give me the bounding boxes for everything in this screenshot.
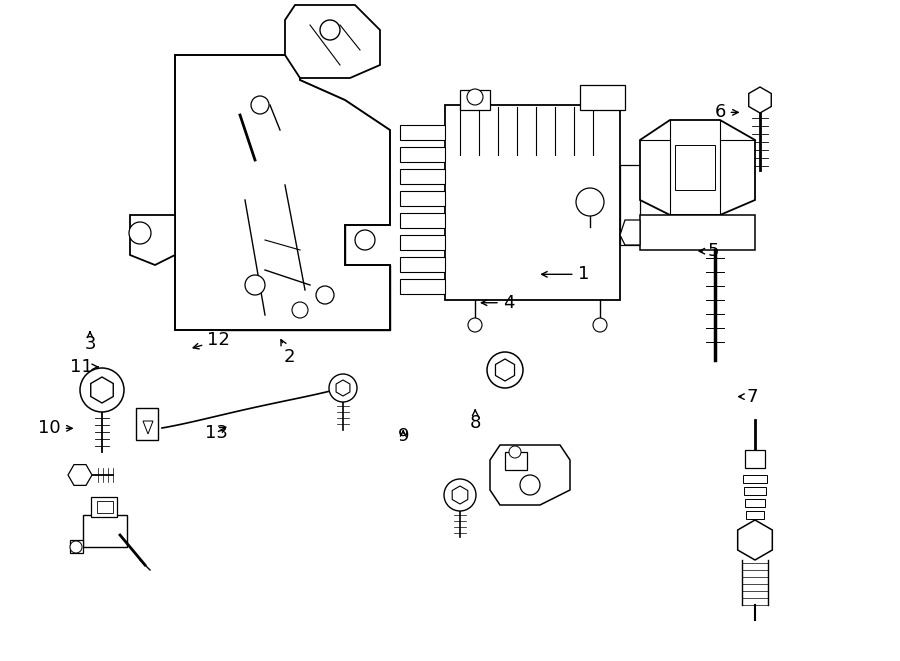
Polygon shape	[91, 377, 113, 403]
Circle shape	[444, 479, 476, 511]
Bar	[675, 145, 715, 190]
Bar	[745, 450, 765, 468]
Text: 7: 7	[739, 387, 758, 406]
Bar	[745, 499, 765, 507]
Text: 2: 2	[281, 340, 295, 366]
Text: 13: 13	[204, 424, 228, 442]
Bar	[91, 497, 117, 517]
Bar	[83, 515, 127, 547]
Text: 10: 10	[38, 419, 72, 438]
Circle shape	[468, 318, 482, 332]
Circle shape	[245, 275, 265, 295]
Polygon shape	[496, 359, 515, 381]
Circle shape	[329, 374, 357, 402]
Circle shape	[467, 89, 483, 105]
Circle shape	[487, 352, 523, 388]
Text: 1: 1	[542, 265, 589, 284]
Text: 6: 6	[715, 103, 738, 122]
Circle shape	[576, 188, 604, 216]
Polygon shape	[640, 120, 755, 215]
Bar	[743, 475, 767, 483]
Text: 12: 12	[194, 331, 230, 350]
Text: 5: 5	[699, 242, 719, 260]
Circle shape	[316, 286, 334, 304]
Text: 8: 8	[470, 410, 481, 432]
Polygon shape	[620, 165, 640, 245]
Polygon shape	[490, 445, 570, 505]
Circle shape	[520, 475, 540, 495]
Polygon shape	[749, 87, 771, 113]
Polygon shape	[175, 55, 390, 330]
Bar	[400, 213, 445, 228]
Polygon shape	[143, 421, 153, 434]
Bar	[744, 487, 766, 495]
Polygon shape	[285, 5, 380, 78]
Circle shape	[292, 302, 308, 318]
Bar	[136, 408, 158, 440]
Bar	[400, 125, 445, 140]
Bar	[400, 279, 445, 294]
Bar	[445, 105, 620, 300]
Bar	[400, 147, 445, 162]
Bar	[400, 235, 445, 250]
Polygon shape	[620, 220, 640, 245]
Polygon shape	[220, 220, 390, 330]
Text: 4: 4	[482, 293, 514, 312]
Text: 3: 3	[85, 332, 95, 353]
Polygon shape	[130, 215, 175, 265]
Polygon shape	[70, 540, 83, 553]
Bar	[400, 169, 445, 184]
Polygon shape	[336, 380, 350, 396]
Bar	[400, 257, 445, 272]
Polygon shape	[580, 85, 625, 110]
Polygon shape	[452, 486, 468, 504]
Bar	[400, 191, 445, 206]
Polygon shape	[640, 215, 755, 250]
Circle shape	[251, 96, 269, 114]
Circle shape	[320, 20, 340, 40]
Circle shape	[80, 368, 124, 412]
Circle shape	[593, 318, 607, 332]
Polygon shape	[68, 465, 92, 485]
Circle shape	[355, 230, 375, 250]
Polygon shape	[738, 520, 772, 560]
Circle shape	[509, 446, 521, 458]
Text: 11: 11	[69, 358, 98, 376]
Bar	[97, 501, 113, 513]
Circle shape	[129, 222, 151, 244]
Text: 9: 9	[398, 427, 409, 446]
Bar	[746, 511, 764, 519]
Bar	[505, 452, 527, 470]
Circle shape	[70, 541, 82, 553]
Polygon shape	[460, 90, 490, 110]
